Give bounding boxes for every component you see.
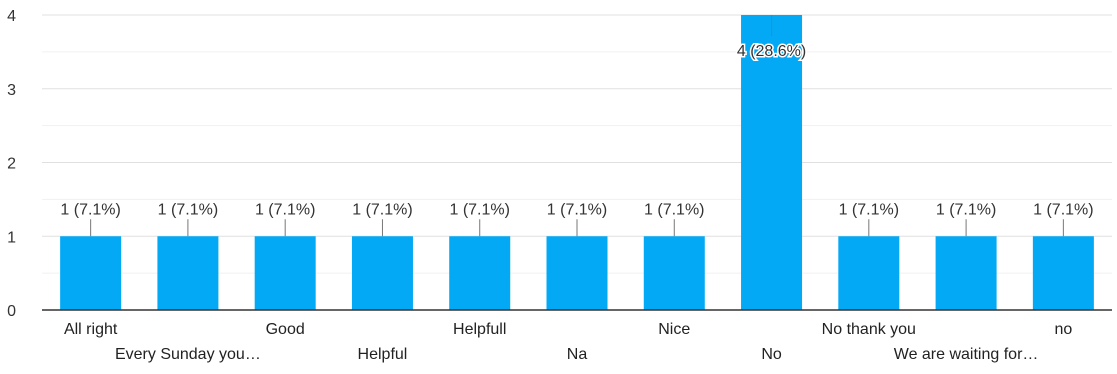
bar (351, 236, 413, 310)
bar (60, 236, 122, 310)
bar (643, 236, 705, 310)
data-label: 1 (7.1%) (1033, 201, 1093, 218)
bar (741, 15, 803, 310)
x-category-label: Na (567, 346, 588, 363)
x-category-label: No thank you (822, 321, 916, 338)
x-category-label: All right (64, 321, 118, 338)
data-label: 1 (7.1%) (936, 201, 996, 218)
x-category-label: Helpful (358, 346, 408, 363)
x-category-label: no (1054, 321, 1072, 338)
y-tick-label: 4 (7, 8, 16, 25)
data-label: 1 (7.1%) (60, 201, 120, 218)
x-category-label: No (761, 346, 782, 363)
data-label: 1 (7.1%) (158, 201, 218, 218)
bar (838, 236, 900, 310)
data-label: 1 (7.1%) (352, 201, 412, 218)
data-label: 1 (7.1%) (644, 201, 704, 218)
y-tick-label: 3 (7, 82, 16, 99)
x-category-label: Helpfull (453, 321, 506, 338)
y-axis-ticks: 0 1 2 3 4 (7, 8, 16, 320)
x-axis-labels: All right Every Sunday you… Good Helpful Hel… (64, 321, 1072, 363)
data-label: 1 (7.1%) (255, 201, 315, 218)
data-label: 1 (7.1%) (547, 201, 607, 218)
bar (449, 236, 511, 310)
y-tick-label: 1 (7, 229, 16, 246)
y-tick-label: 0 (7, 303, 16, 320)
bar (254, 236, 316, 310)
bar (546, 236, 608, 310)
x-category-label: Nice (658, 321, 690, 338)
x-category-label: We are waiting for… (894, 346, 1039, 363)
gridlines (42, 14, 1112, 274)
data-label: 1 (7.1%) (839, 201, 899, 218)
data-label: 4 (28.6%) (737, 43, 806, 60)
bar (1032, 236, 1094, 310)
data-labels: 1 (7.1%) 1 (7.1%) 1 (7.1%) 1 (7.1%) 1 (7.1%)… (60, 15, 1094, 237)
bars (60, 15, 1094, 310)
y-tick-label: 2 (7, 156, 16, 173)
x-category-label: Good (266, 321, 305, 338)
x-category-label: Every Sunday you… (115, 346, 261, 363)
bar (157, 236, 219, 310)
data-label: 1 (7.1%) (449, 201, 509, 218)
bar (935, 236, 997, 310)
